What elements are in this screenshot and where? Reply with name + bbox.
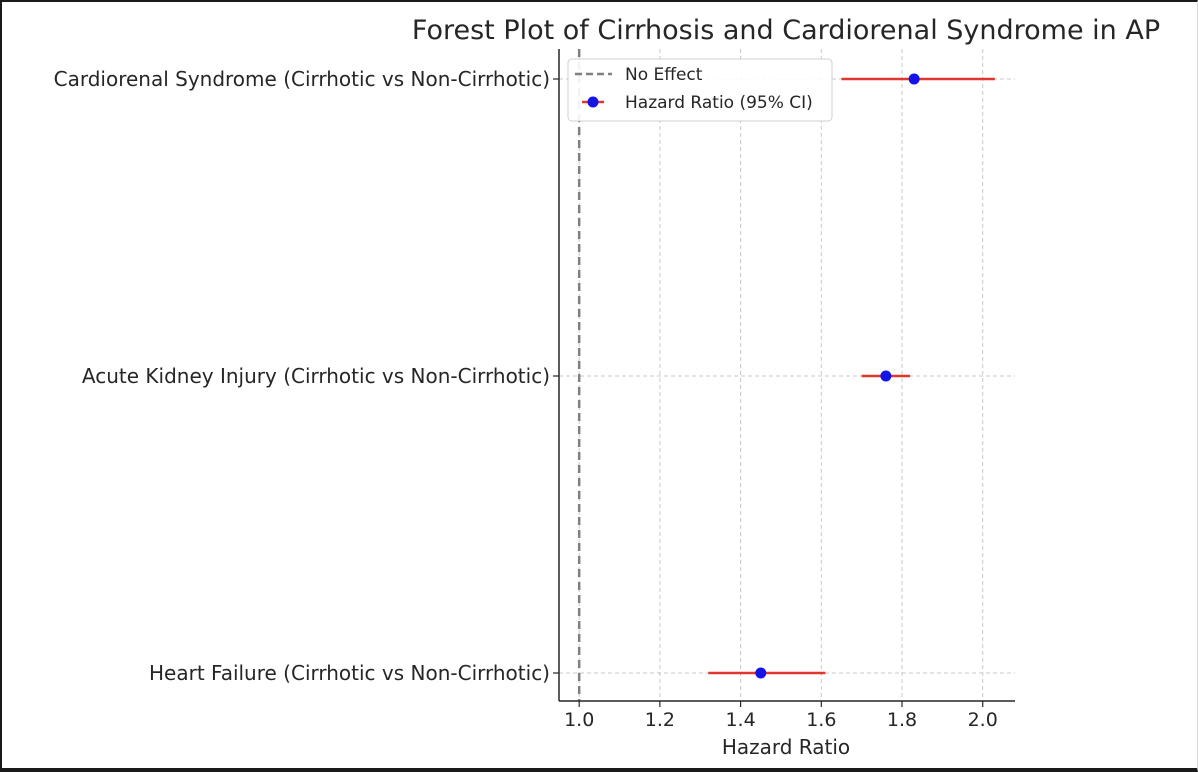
x-tick-label: 1.8 — [887, 709, 917, 731]
chart-title: Forest Plot of Cirrhosis and Cardiorenal… — [412, 15, 1160, 46]
legend-hazard-ratio-label: Hazard Ratio (95% CI) — [625, 93, 813, 113]
x-tick-label: 1.6 — [806, 709, 836, 731]
x-axis-label: Hazard Ratio — [722, 735, 850, 759]
legend-no-effect-label: No Effect — [625, 65, 703, 85]
y-tick-label: Cardiorenal Syndrome (Cirrhotic vs Non-C… — [54, 67, 550, 91]
legend-box — [567, 58, 833, 122]
x-tick-label: 2.0 — [968, 709, 998, 731]
grid — [559, 49, 1015, 701]
legend: No Effect Hazard Ratio (95% CI) — [567, 58, 833, 122]
x-tick-label: 1.0 — [564, 709, 594, 731]
axes — [558, 49, 1015, 702]
hazard-ratio-point — [908, 73, 920, 85]
y-axis-ticks: Cardiorenal Syndrome (Cirrhotic vs Non-C… — [54, 67, 559, 685]
data-marks — [708, 73, 995, 679]
hazard-ratio-point — [880, 370, 892, 382]
hazard-ratio-point — [755, 667, 767, 679]
x-tick-label: 1.2 — [645, 709, 675, 731]
y-tick-label: Acute Kidney Injury (Cirrhotic vs Non-Ci… — [82, 364, 550, 388]
y-tick-label: Heart Failure (Cirrhotic vs Non-Cirrhoti… — [149, 661, 550, 685]
x-axis-ticks: 1.0 1.2 1.4 1.6 1.8 2.0 — [564, 701, 998, 731]
legend-hazard-ratio-marker-swatch — [587, 96, 599, 108]
x-tick-label: 1.4 — [725, 709, 755, 731]
